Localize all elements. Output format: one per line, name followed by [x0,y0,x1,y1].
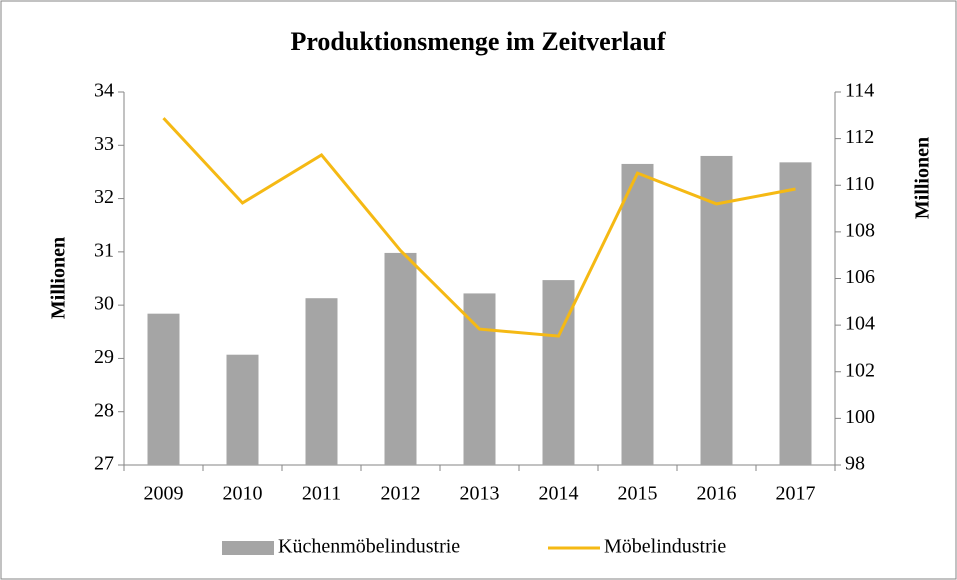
chart-title: Produktionsmenge im Zeitverlauf [290,27,665,56]
y2-tick-label: 108 [845,219,875,241]
bar [147,313,180,465]
y2-tick-label: 114 [845,80,874,102]
y-tick-label: 28 [94,399,114,421]
y-tick-label: 27 [94,453,114,475]
x-tick-label: 2012 [381,483,421,505]
bar [779,162,812,465]
bar [542,280,575,465]
y2-tick-label: 98 [845,453,865,475]
bar [700,155,733,465]
legend-swatch [222,541,274,555]
line [162,117,796,338]
bar [463,293,496,465]
y-axis-label: Millionen [48,237,70,319]
y2-tick-label: 110 [845,173,874,195]
x-tick-label: 2015 [618,483,658,505]
x-tick-label: 2014 [539,483,579,505]
x-tick-label: 2011 [302,483,341,505]
y-tick-label: 34 [94,80,114,102]
bar [226,354,259,465]
y2-tick-label: 104 [845,313,875,335]
bar [384,252,417,465]
y2-tick-label: 112 [845,126,874,148]
y-tick-label: 29 [94,346,114,368]
y-tick-label: 31 [94,239,114,261]
y2-tick-label: 102 [845,359,875,381]
x-tick-label: 2013 [460,483,500,505]
x-tick-label: 2017 [776,483,816,505]
x-tick-label: 2016 [697,483,737,505]
y2-axis-label: Millionen [912,137,934,219]
y-tick-label: 32 [94,186,114,208]
x-tick-label: 2009 [144,483,184,505]
y-tick-label: 33 [94,133,114,155]
x-tick-label: 2010 [223,483,263,505]
y2-tick-label: 106 [845,266,875,288]
legend-label: Küchenmöbelindustrie [278,536,460,558]
bar [305,298,338,465]
y2-tick-label: 100 [845,406,875,428]
bar [621,163,654,465]
y-tick-label: 30 [94,293,114,315]
legend-label: Möbelindustrie [604,536,726,558]
